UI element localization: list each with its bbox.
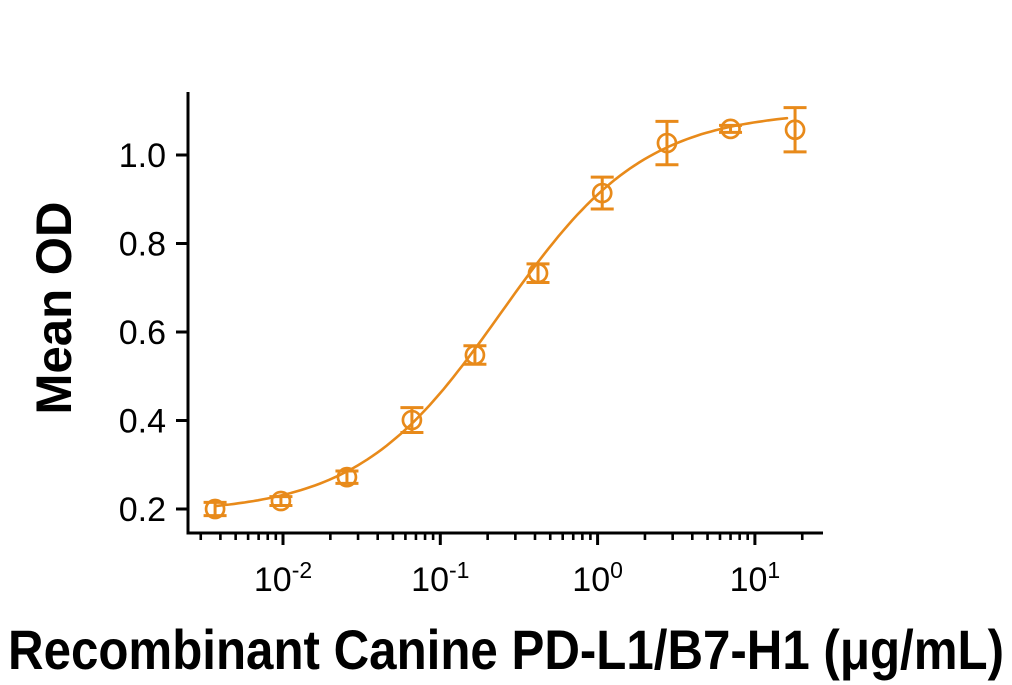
data-point-marker [270, 490, 292, 512]
x-tick-label: 100 [572, 557, 623, 599]
x-tick-label: 10-2 [254, 557, 312, 599]
x-axis-title: Recombinant Canine PD-L1/B7-H1 (μg/mL) [8, 618, 1004, 681]
data-point-marker [336, 466, 358, 488]
y-tick-label: 0.2 [119, 491, 166, 529]
data-point-marker [656, 132, 678, 154]
data-point-marker [784, 119, 806, 141]
y-tick-label: 0.6 [119, 314, 166, 352]
x-tick-label: 101 [730, 557, 781, 599]
data-point-marker [591, 182, 613, 204]
y-axis-title: Mean OD [26, 202, 82, 415]
data-point-marker [204, 498, 226, 520]
x-tick-label: 10-1 [411, 557, 469, 599]
data-point-marker [401, 409, 423, 431]
y-tick-label: 1.0 [119, 137, 166, 175]
data-point-marker [527, 262, 549, 284]
y-tick-label: 0.4 [119, 403, 166, 441]
data-point-marker [720, 118, 741, 140]
y-tick-label: 0.8 [119, 226, 166, 264]
plot-area: 1.0 0.8 0.6 0.4 0.2 10-2 10-1 100 101 [119, 92, 823, 599]
fit-curve [213, 116, 789, 508]
data-point-marker [464, 344, 486, 366]
axis-lines [186, 92, 823, 535]
